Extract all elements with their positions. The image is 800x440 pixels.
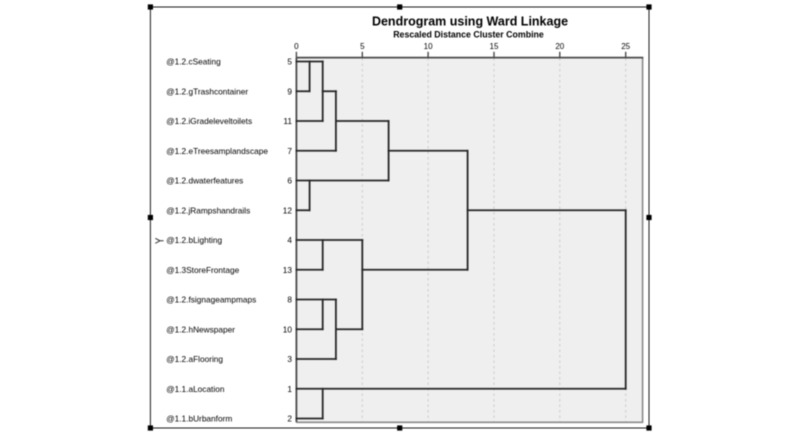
svg-text:10: 10 xyxy=(424,42,433,51)
svg-text:5: 5 xyxy=(360,42,365,51)
svg-text:10: 10 xyxy=(283,324,293,334)
svg-text:1: 1 xyxy=(287,384,292,394)
svg-text:@1.2.jRampshandrails: @1.2.jRampshandrails xyxy=(166,205,250,215)
svg-text:15: 15 xyxy=(490,42,499,51)
svg-text:5: 5 xyxy=(287,57,292,67)
svg-text:25: 25 xyxy=(621,42,630,51)
svg-text:0: 0 xyxy=(294,42,299,51)
svg-text:12: 12 xyxy=(283,205,293,215)
svg-text:Dendrogram using Ward Linkage: Dendrogram using Ward Linkage xyxy=(372,15,568,29)
svg-text:13: 13 xyxy=(283,265,293,275)
svg-text:@1.2.hNewspaper: @1.2.hNewspaper xyxy=(166,324,235,334)
svg-text:@1.1.aLocation: @1.1.aLocation xyxy=(166,384,225,394)
svg-text:9: 9 xyxy=(287,86,292,96)
svg-text:4: 4 xyxy=(287,235,292,245)
svg-text:Rescaled Distance Cluster Comb: Rescaled Distance Cluster Combine xyxy=(393,29,544,39)
svg-text:@1.2.bLighting: @1.2.bLighting xyxy=(166,235,222,245)
svg-text:@1.2.fsignageampmaps: @1.2.fsignageampmaps xyxy=(166,295,256,305)
svg-text:6: 6 xyxy=(287,176,292,186)
svg-text:3: 3 xyxy=(287,354,292,364)
svg-text:@1.2.eTreesamplandscape: @1.2.eTreesamplandscape xyxy=(166,146,268,156)
svg-text:@1.3StoreFrontage: @1.3StoreFrontage xyxy=(166,265,239,275)
svg-text:@1.2.iGradeleveltoilets: @1.2.iGradeleveltoilets xyxy=(166,116,252,126)
svg-text:11: 11 xyxy=(283,116,292,126)
svg-text:@1.2.aFlooring: @1.2.aFlooring xyxy=(166,354,223,364)
svg-text:@1.2.cSeating: @1.2.cSeating xyxy=(166,57,221,67)
svg-text:20: 20 xyxy=(555,42,564,51)
svg-text:@1.1.bUrbanform: @1.1.bUrbanform xyxy=(166,414,232,424)
svg-text:@1.2.gTrashcontainer: @1.2.gTrashcontainer xyxy=(166,86,248,96)
svg-text:8: 8 xyxy=(287,295,292,305)
svg-text:7: 7 xyxy=(287,146,292,156)
svg-text:2: 2 xyxy=(287,414,292,424)
svg-text:@1.2.dwaterfeatures: @1.2.dwaterfeatures xyxy=(166,176,243,186)
